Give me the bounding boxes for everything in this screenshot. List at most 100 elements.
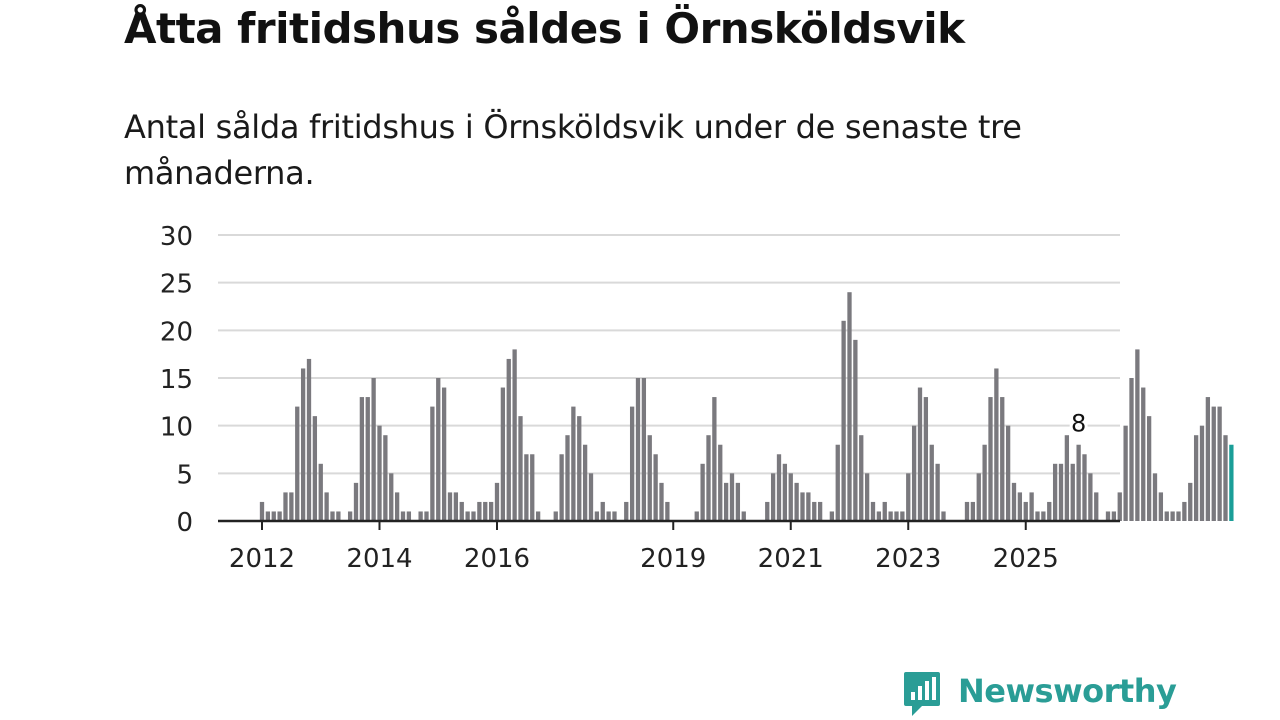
x-tick-label: 2012 bbox=[229, 544, 295, 574]
bar bbox=[1023, 501, 1028, 521]
bar bbox=[729, 473, 735, 521]
bar bbox=[1223, 435, 1228, 521]
bar bbox=[1188, 482, 1193, 521]
bar bbox=[935, 463, 940, 521]
bar bbox=[1211, 406, 1216, 521]
brand: Newsworthy bbox=[902, 670, 1177, 720]
bar bbox=[571, 406, 576, 521]
bar bbox=[1064, 435, 1070, 521]
bar bbox=[941, 511, 946, 521]
bar bbox=[770, 473, 776, 521]
bar bbox=[659, 482, 664, 521]
bar bbox=[888, 511, 893, 521]
bar bbox=[300, 368, 306, 521]
grid-lines bbox=[218, 234, 1120, 475]
bar bbox=[1088, 473, 1093, 521]
bar bbox=[624, 501, 629, 521]
bar bbox=[406, 511, 412, 521]
bar bbox=[436, 378, 441, 521]
bar bbox=[911, 425, 917, 521]
bar bbox=[289, 492, 294, 521]
bar bbox=[447, 492, 453, 521]
bar bbox=[1029, 492, 1034, 521]
bar bbox=[283, 492, 288, 521]
bar bbox=[1082, 454, 1087, 521]
bar bbox=[483, 501, 488, 521]
bar bbox=[600, 501, 605, 521]
bar bbox=[988, 397, 993, 521]
bar bbox=[1000, 397, 1005, 521]
bar bbox=[565, 435, 570, 521]
bar bbox=[712, 397, 717, 521]
bar bbox=[1182, 501, 1187, 521]
bar bbox=[530, 454, 535, 521]
y-tick-label: 10 bbox=[160, 413, 193, 443]
bar bbox=[1094, 492, 1099, 521]
bar bbox=[923, 397, 929, 521]
bar bbox=[706, 435, 711, 521]
bar bbox=[1141, 387, 1146, 521]
bar bbox=[1199, 425, 1205, 521]
bar bbox=[459, 501, 464, 521]
bar bbox=[829, 511, 835, 521]
bar bbox=[1152, 473, 1158, 521]
bar bbox=[277, 511, 282, 521]
bar bbox=[389, 473, 394, 521]
bar bbox=[1158, 492, 1164, 521]
x-tick-label: 2021 bbox=[758, 544, 824, 574]
bar bbox=[259, 501, 265, 521]
bar bbox=[418, 511, 423, 521]
bar bbox=[765, 501, 770, 521]
bar bbox=[917, 387, 923, 521]
y-tick-label: 5 bbox=[176, 460, 193, 490]
x-axis-ticks: 2012 2014 2016 2019 2021 2023 2025 bbox=[229, 521, 1059, 574]
bar bbox=[306, 358, 312, 521]
annotations: 8 bbox=[1068, 407, 1089, 441]
bar-highlight bbox=[1229, 444, 1234, 521]
x-tick-label: 2019 bbox=[640, 544, 706, 574]
brand-name: Newsworthy bbox=[958, 672, 1177, 710]
bar bbox=[424, 511, 429, 521]
bar bbox=[982, 444, 987, 521]
bar bbox=[1105, 511, 1111, 521]
x-tick-label: 2025 bbox=[993, 544, 1059, 574]
bar bbox=[859, 435, 864, 521]
bar bbox=[612, 511, 617, 521]
bar bbox=[453, 492, 459, 521]
bar bbox=[1076, 444, 1081, 521]
bar bbox=[477, 501, 482, 521]
bar bbox=[606, 511, 611, 521]
y-tick-label: 25 bbox=[160, 270, 193, 300]
bar bbox=[800, 492, 805, 521]
bar bbox=[723, 482, 729, 521]
bar bbox=[441, 387, 447, 521]
bar bbox=[847, 292, 852, 521]
bar bbox=[776, 454, 782, 521]
bar bbox=[336, 511, 341, 521]
bar bbox=[347, 511, 353, 521]
newsworthy-logo-icon bbox=[904, 672, 940, 716]
bar bbox=[471, 511, 476, 521]
bar bbox=[500, 387, 506, 521]
bar bbox=[1135, 349, 1140, 521]
bar bbox=[906, 473, 911, 521]
y-tick-label: 30 bbox=[160, 222, 193, 252]
bar bbox=[1205, 397, 1211, 521]
bar bbox=[665, 501, 670, 521]
bar bbox=[265, 511, 271, 521]
bar bbox=[371, 378, 376, 521]
bar bbox=[588, 473, 594, 521]
bar bbox=[594, 511, 600, 521]
bar bbox=[1146, 416, 1152, 521]
bar bbox=[1017, 492, 1023, 521]
bar bbox=[929, 444, 934, 521]
bar bbox=[1129, 378, 1134, 521]
bar bbox=[535, 511, 541, 521]
bar bbox=[582, 444, 588, 521]
y-axis-ticks: 0 5 10 15 20 25 30 bbox=[160, 222, 193, 538]
x-tick-label: 2023 bbox=[875, 544, 941, 574]
bar bbox=[694, 511, 699, 521]
bar bbox=[494, 482, 500, 521]
bar bbox=[353, 482, 359, 521]
